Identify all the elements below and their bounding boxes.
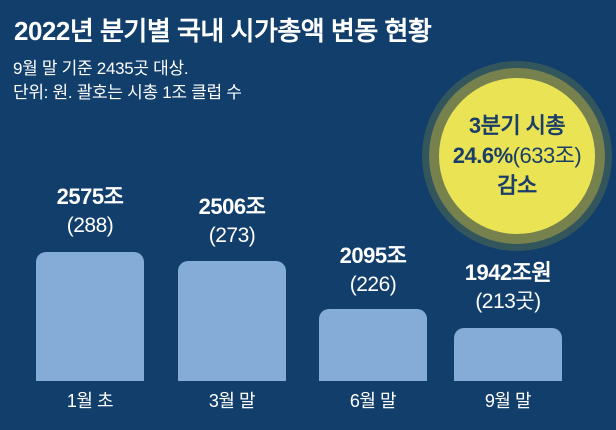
bar-label-mar: 2506조 (273) xyxy=(152,192,312,250)
bar-club-jun: (226) xyxy=(349,273,397,296)
badge-percent: 24.6% xyxy=(452,143,513,168)
bar-club-sep: (213곳) xyxy=(475,290,541,313)
bar-jan xyxy=(36,252,144,381)
x-axis-label-mar: 3월 말 xyxy=(208,391,256,411)
bar-mar xyxy=(178,261,286,381)
bar-value-sep: 1942조원 xyxy=(464,260,552,285)
bar-club-jan: (288) xyxy=(66,214,114,237)
badge-line2: 24.6%(633조) xyxy=(453,141,582,171)
bar-jun xyxy=(319,309,427,381)
badge-amount: (633조) xyxy=(512,143,582,168)
x-axis-label-sep: 9월 말 xyxy=(484,391,532,411)
bar-value-jun: 2095조 xyxy=(339,243,407,268)
bar-label-jan: 2575조 (288) xyxy=(10,182,170,240)
page-title: 2022년 분기별 국내 시가총액 변동 현황 xyxy=(14,16,432,46)
bar-club-mar: (273) xyxy=(208,224,256,247)
badge-line1: 3분기 시총 xyxy=(468,113,566,138)
bar-label-sep: 1942조원 (213곳) xyxy=(428,258,588,316)
bar-label-jun: 2095조 (226) xyxy=(293,241,453,299)
badge-line3: 감소 xyxy=(497,173,537,198)
x-axis-label-jun: 6월 말 xyxy=(349,391,397,411)
bar-sep xyxy=(454,328,562,381)
bar-value-jan: 2575조 xyxy=(56,184,124,209)
q3-decrease-badge: 3분기 시총 24.6%(633조) 감소 xyxy=(439,78,595,234)
subtitle-basis: 9월 말 기준 2435곳 대상. xyxy=(13,59,189,78)
x-axis-label-jan: 1월 초 xyxy=(66,391,114,411)
subtitle-unit: 단위: 원. 괄호는 시총 1조 클럽 수 xyxy=(13,83,242,102)
bar-value-mar: 2506조 xyxy=(198,194,266,219)
